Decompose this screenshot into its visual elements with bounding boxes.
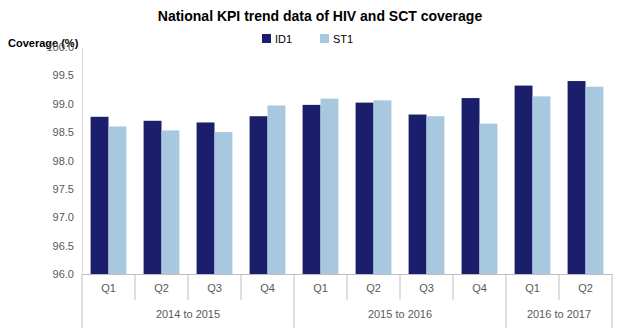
- bar: [321, 99, 339, 274]
- x-tick: Q4: [472, 274, 487, 294]
- x-tick-label: Q1: [313, 282, 328, 294]
- x-tick-label: Q1: [101, 282, 116, 294]
- x-tick-label: Q3: [207, 282, 222, 294]
- group-label: 2016 to 2017: [527, 308, 591, 320]
- bar: [268, 105, 286, 274]
- x-tick-label: Q3: [419, 282, 434, 294]
- separator: [347, 274, 348, 300]
- x-tick: Q1: [525, 274, 540, 294]
- y-tick: 99.5: [53, 69, 82, 81]
- x-tick: Q2: [366, 274, 381, 294]
- y-tick-label: 96.0: [53, 268, 74, 280]
- separator: [241, 274, 242, 300]
- y-tick: 97.0: [53, 211, 82, 223]
- x-tick-label: Q2: [154, 282, 169, 294]
- legend-label: ID1: [275, 33, 292, 45]
- x-tick: Q4: [260, 274, 275, 294]
- separator: [400, 274, 401, 300]
- legend-swatch: [320, 34, 329, 43]
- separator: [82, 274, 83, 328]
- y-tick-label: 100.0: [46, 41, 74, 53]
- series: [109, 87, 604, 274]
- group-label: 2014 to 2015: [156, 308, 220, 320]
- y-tick-label: 97.5: [53, 183, 74, 195]
- y-tick: 96.5: [53, 240, 82, 252]
- x-tick: Q3: [419, 274, 434, 294]
- x-tick-label: Q4: [260, 282, 275, 294]
- separator: [135, 274, 136, 300]
- separator: [612, 274, 613, 328]
- legend-item: ST1: [320, 33, 353, 45]
- bar: [515, 86, 533, 274]
- bar: [568, 81, 586, 274]
- y-tick-label: 97.0: [53, 211, 74, 223]
- bar: [109, 126, 127, 274]
- x-tick: Q1: [101, 274, 116, 294]
- separator: [453, 274, 454, 300]
- bar: [197, 122, 215, 274]
- y-tick: 98.5: [53, 126, 82, 138]
- y-axis: 96.0 96.5 97.0 97.5 98.0 98.5 99.0 99.5 100.0: [46, 41, 82, 280]
- bar: [462, 98, 480, 274]
- x-tick: Q2: [578, 274, 593, 294]
- y-tick: 99.0: [53, 98, 82, 110]
- bar: [215, 132, 233, 274]
- bars: [91, 81, 604, 274]
- title: National KPI trend data of HIV and SCT c…: [158, 8, 483, 24]
- legend-swatch: [262, 34, 271, 43]
- x-tick-label: Q1: [525, 282, 540, 294]
- group-label: 2015 to 2016: [368, 308, 432, 320]
- legend: ID1 ST1: [262, 33, 353, 45]
- y-tick: 98.0: [53, 155, 82, 167]
- y-axis-line: [82, 48, 83, 275]
- y-tick: 96.0: [53, 268, 82, 280]
- y-tick-label: 99.0: [53, 98, 74, 110]
- bar: [303, 105, 321, 274]
- bar: [409, 115, 427, 274]
- x-tick: Q1: [313, 274, 328, 294]
- chart: National KPI trend data of HIV and SCT c…: [0, 0, 620, 329]
- bar: [144, 121, 162, 274]
- y-tick-label: 99.5: [53, 69, 74, 81]
- y-tick-label: 98.0: [53, 155, 74, 167]
- legend-label: ST1: [333, 33, 353, 45]
- x-tick: Q2: [154, 274, 169, 294]
- x-tick: Q3: [207, 274, 222, 294]
- category-separators: [82, 274, 612, 328]
- bar: [374, 100, 392, 274]
- bar: [162, 130, 180, 274]
- bar: [427, 116, 445, 274]
- legend-item: ID1: [262, 33, 292, 45]
- x-tick-label: Q4: [472, 282, 487, 294]
- y-tick-label: 96.5: [53, 240, 74, 252]
- bar: [356, 103, 374, 274]
- y-tick-label: 98.5: [53, 126, 74, 138]
- x-tick-label: Q2: [366, 282, 381, 294]
- bar: [586, 87, 604, 274]
- separator: [506, 274, 507, 328]
- bar: [533, 96, 551, 274]
- plot: 96.0 96.5 97.0 97.5 98.0 98.5 99.0 99.5 100.0 Q1 Q…: [46, 41, 612, 328]
- bar: [91, 117, 109, 274]
- y-tick: 97.5: [53, 183, 82, 195]
- separator: [294, 274, 295, 328]
- separator: [559, 274, 560, 300]
- x-tick-label: Q2: [578, 282, 593, 294]
- bar: [480, 124, 498, 274]
- series: [91, 81, 586, 274]
- separator: [188, 274, 189, 300]
- bar: [250, 116, 268, 274]
- y-tick: 100.0: [46, 41, 82, 53]
